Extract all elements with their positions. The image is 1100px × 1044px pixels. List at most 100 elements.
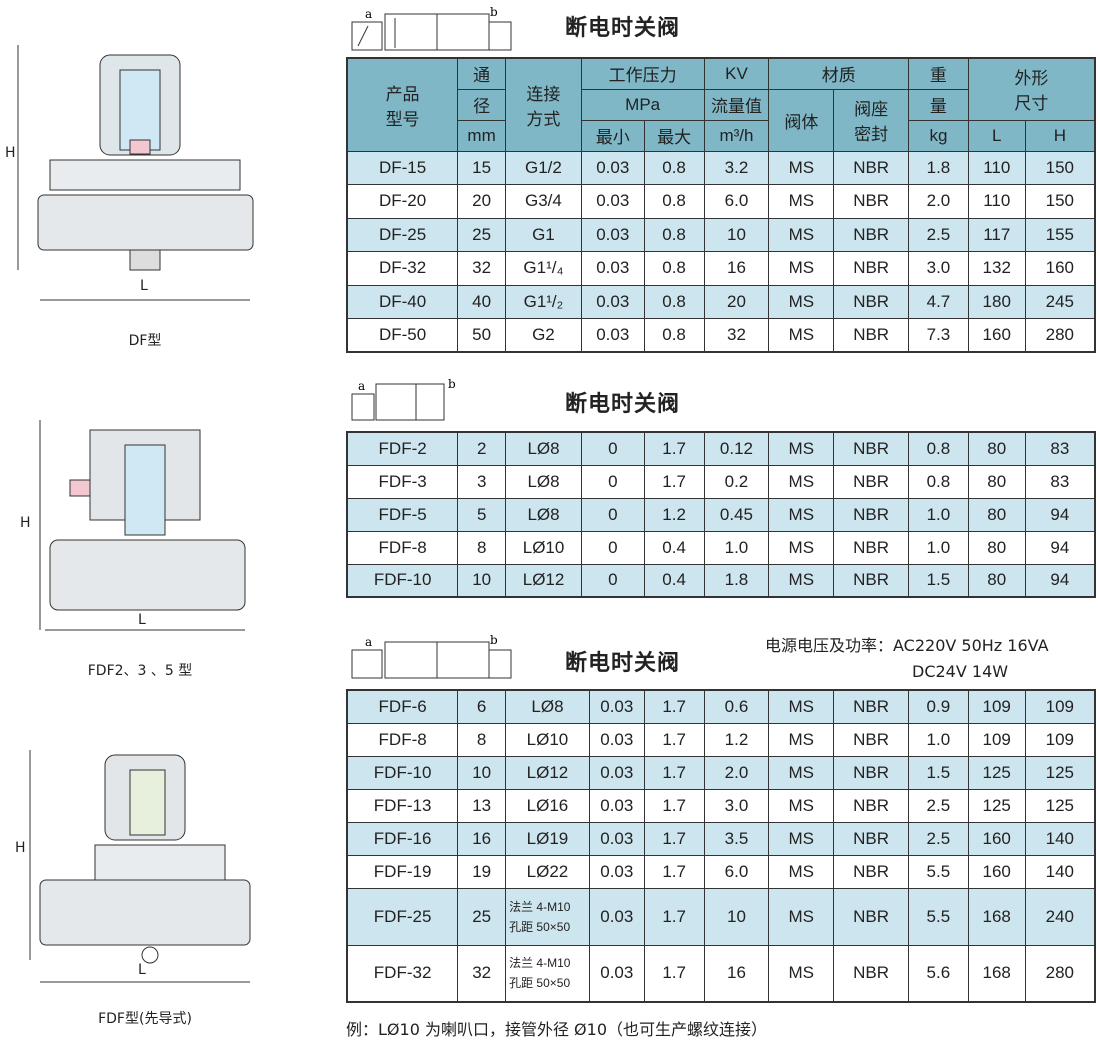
table-row: FDF-6 6 LØ8 0.03 1.7 0.6 MS NBR 0.9 109 109 [346,689,1096,724]
cell-body-material: MS [768,788,835,823]
header-weight-unit: kg [908,119,969,152]
drawing-caption-fdf-small: FDF2、3 、5 型 [87,663,193,679]
cell-kv: 0.12 [703,431,770,466]
cell-body-material: MS [768,284,835,319]
cell-weight: 3.0 [908,251,969,286]
dim-h-label: H [15,840,26,856]
cell-model: DF-40 [346,284,459,319]
header-kv: KV [703,57,770,90]
cell-connection: LØ8 [505,431,582,466]
cell-connection: G1 [505,217,582,252]
fdf-pilot-valve-drawing [29,750,251,983]
cell-size-h: 109 [1024,722,1096,757]
cell-model: FDF-10 [346,563,459,598]
cell-kv: 10 [703,217,770,252]
cell-connection: LØ8 [505,689,590,724]
table-row: DF-32 32 G1¹/₄ 0.03 0.8 16 MS NBR 3.0 132 160 [346,251,1096,286]
table-row: FDF-8 8 LØ10 0 0.4 1.0 MS NBR 1.0 80 94 [346,530,1096,565]
cell-kv: 10 [703,887,770,946]
cell-seat-material: NBR [833,318,910,353]
cell-model: FDF-32 [346,944,459,1003]
cell-connection: G1¹/₄ [505,251,582,286]
cell-kv: 0.45 [703,497,770,532]
table-row: FDF-5 5 LØ8 0 1.2 0.45 MS NBR 1.0 80 94 [346,497,1096,532]
table-row: DF-50 50 G2 0.03 0.8 32 MS NBR 7.3 160 280 [346,318,1096,353]
cell-body-material: MS [768,431,835,466]
cell-size-h: 240 [1024,887,1096,946]
cell-pressure-max: 0.8 [643,318,705,353]
cell-weight: 1.0 [907,722,969,757]
cell-seat-material: NBR [833,497,909,532]
cell-bore: 32 [457,944,507,1003]
cell-model: DF-50 [346,318,459,353]
cell-seat-material: NBR [833,689,909,724]
svg-text:a: a [358,379,365,393]
cell-bore: 10 [457,755,507,790]
cell-pressure-max: 0.4 [643,530,705,565]
cell-connection: 法兰 4-M10 孔距 50×50 [505,944,590,1003]
cell-connection: G1/2 [505,150,582,185]
cell-weight: 2.5 [907,788,969,823]
power-spec-line2: DC24V 14W [912,662,1009,681]
header-min: 最小 [580,119,645,152]
cell-model: DF-15 [346,150,459,185]
cell-model: FDF-2 [346,431,459,466]
cell-size-l: 132 [967,251,1026,286]
cell-model: FDF-19 [346,854,459,889]
footnote: 例：LØ10 为喇叭口，接管外径 Ø10（也可生产螺纹连接） [346,1020,767,1039]
cell-seat-material: NBR [833,251,910,286]
cell-seat-material: NBR [833,788,909,823]
cell-size-l: 125 [967,788,1026,823]
cell-connection: LØ8 [505,497,582,532]
cell-seat-material: NBR [833,150,910,185]
cell-size-l: 109 [967,722,1026,757]
cell-kv: 1.8 [703,563,770,598]
header-bore-2: 径 [457,88,507,121]
cell-weight: 2.5 [907,821,969,856]
cell-pressure-min: 0.03 [588,887,645,946]
cell-size-l: 80 [967,563,1026,598]
cell-size-h: 94 [1024,497,1096,532]
power-spec-line1: 电源电压及功率：AC220V 50Hz 16VA [765,636,1049,655]
cell-pressure-max: 1.7 [643,755,705,790]
cell-weight: 1.5 [908,563,969,598]
cell-seat-material: NBR [833,530,909,565]
cell-size-h: 125 [1024,788,1096,823]
cell-weight: 1.0 [908,497,969,532]
cell-pressure-max: 1.2 [643,497,705,532]
cell-body-material: MS [768,887,835,946]
cell-body-material: MS [768,318,835,353]
cell-pressure-max: 0.8 [643,150,705,185]
cell-kv: 20 [703,284,770,319]
table-row: DF-20 20 G3/4 0.03 0.8 6.0 MS NBR 2.0 110 150 [346,184,1096,219]
cell-size-l: 80 [967,431,1026,466]
table-row: FDF-10 10 LØ12 0.03 1.7 2.0 MS NBR 1.5 125 125 [346,755,1096,790]
cell-size-l: 160 [967,821,1026,856]
cell-seat-material: NBR [833,184,910,219]
spec-table-fdf-small: FDF-2 2 LØ8 0 1.7 0.12 MS NBR 0.8 80 83 FDF-3 3 LØ8 0 1… [346,431,1096,598]
dim-l-label: L [138,962,146,978]
cell-bore: 16 [457,821,507,856]
cell-size-h: 150 [1024,184,1096,219]
header-kv-unit: m³/h [703,119,770,152]
cell-size-h: 125 [1024,755,1096,790]
cell-connection: LØ12 [505,755,590,790]
cell-pressure-max: 1.7 [643,464,705,499]
cell-pressure-min: 0.03 [588,689,645,724]
cell-pressure-min: 0.03 [588,788,645,823]
cell-body-material: MS [768,722,835,757]
cell-bore: 20 [457,184,507,219]
svg-text:a: a [365,635,372,649]
cell-weight: 1.8 [908,150,969,185]
cell-bore: 6 [457,689,507,724]
cell-connection: LØ10 [505,722,590,757]
cell-body-material: MS [768,464,835,499]
cell-size-h: 155 [1024,217,1096,252]
cell-size-h: 280 [1024,944,1096,1003]
cell-seat-material: NBR [833,722,909,757]
cell-bore: 8 [457,722,507,757]
cell-kv: 6.0 [703,184,770,219]
cell-model: FDF-5 [346,497,459,532]
cell-model: FDF-3 [346,464,459,499]
